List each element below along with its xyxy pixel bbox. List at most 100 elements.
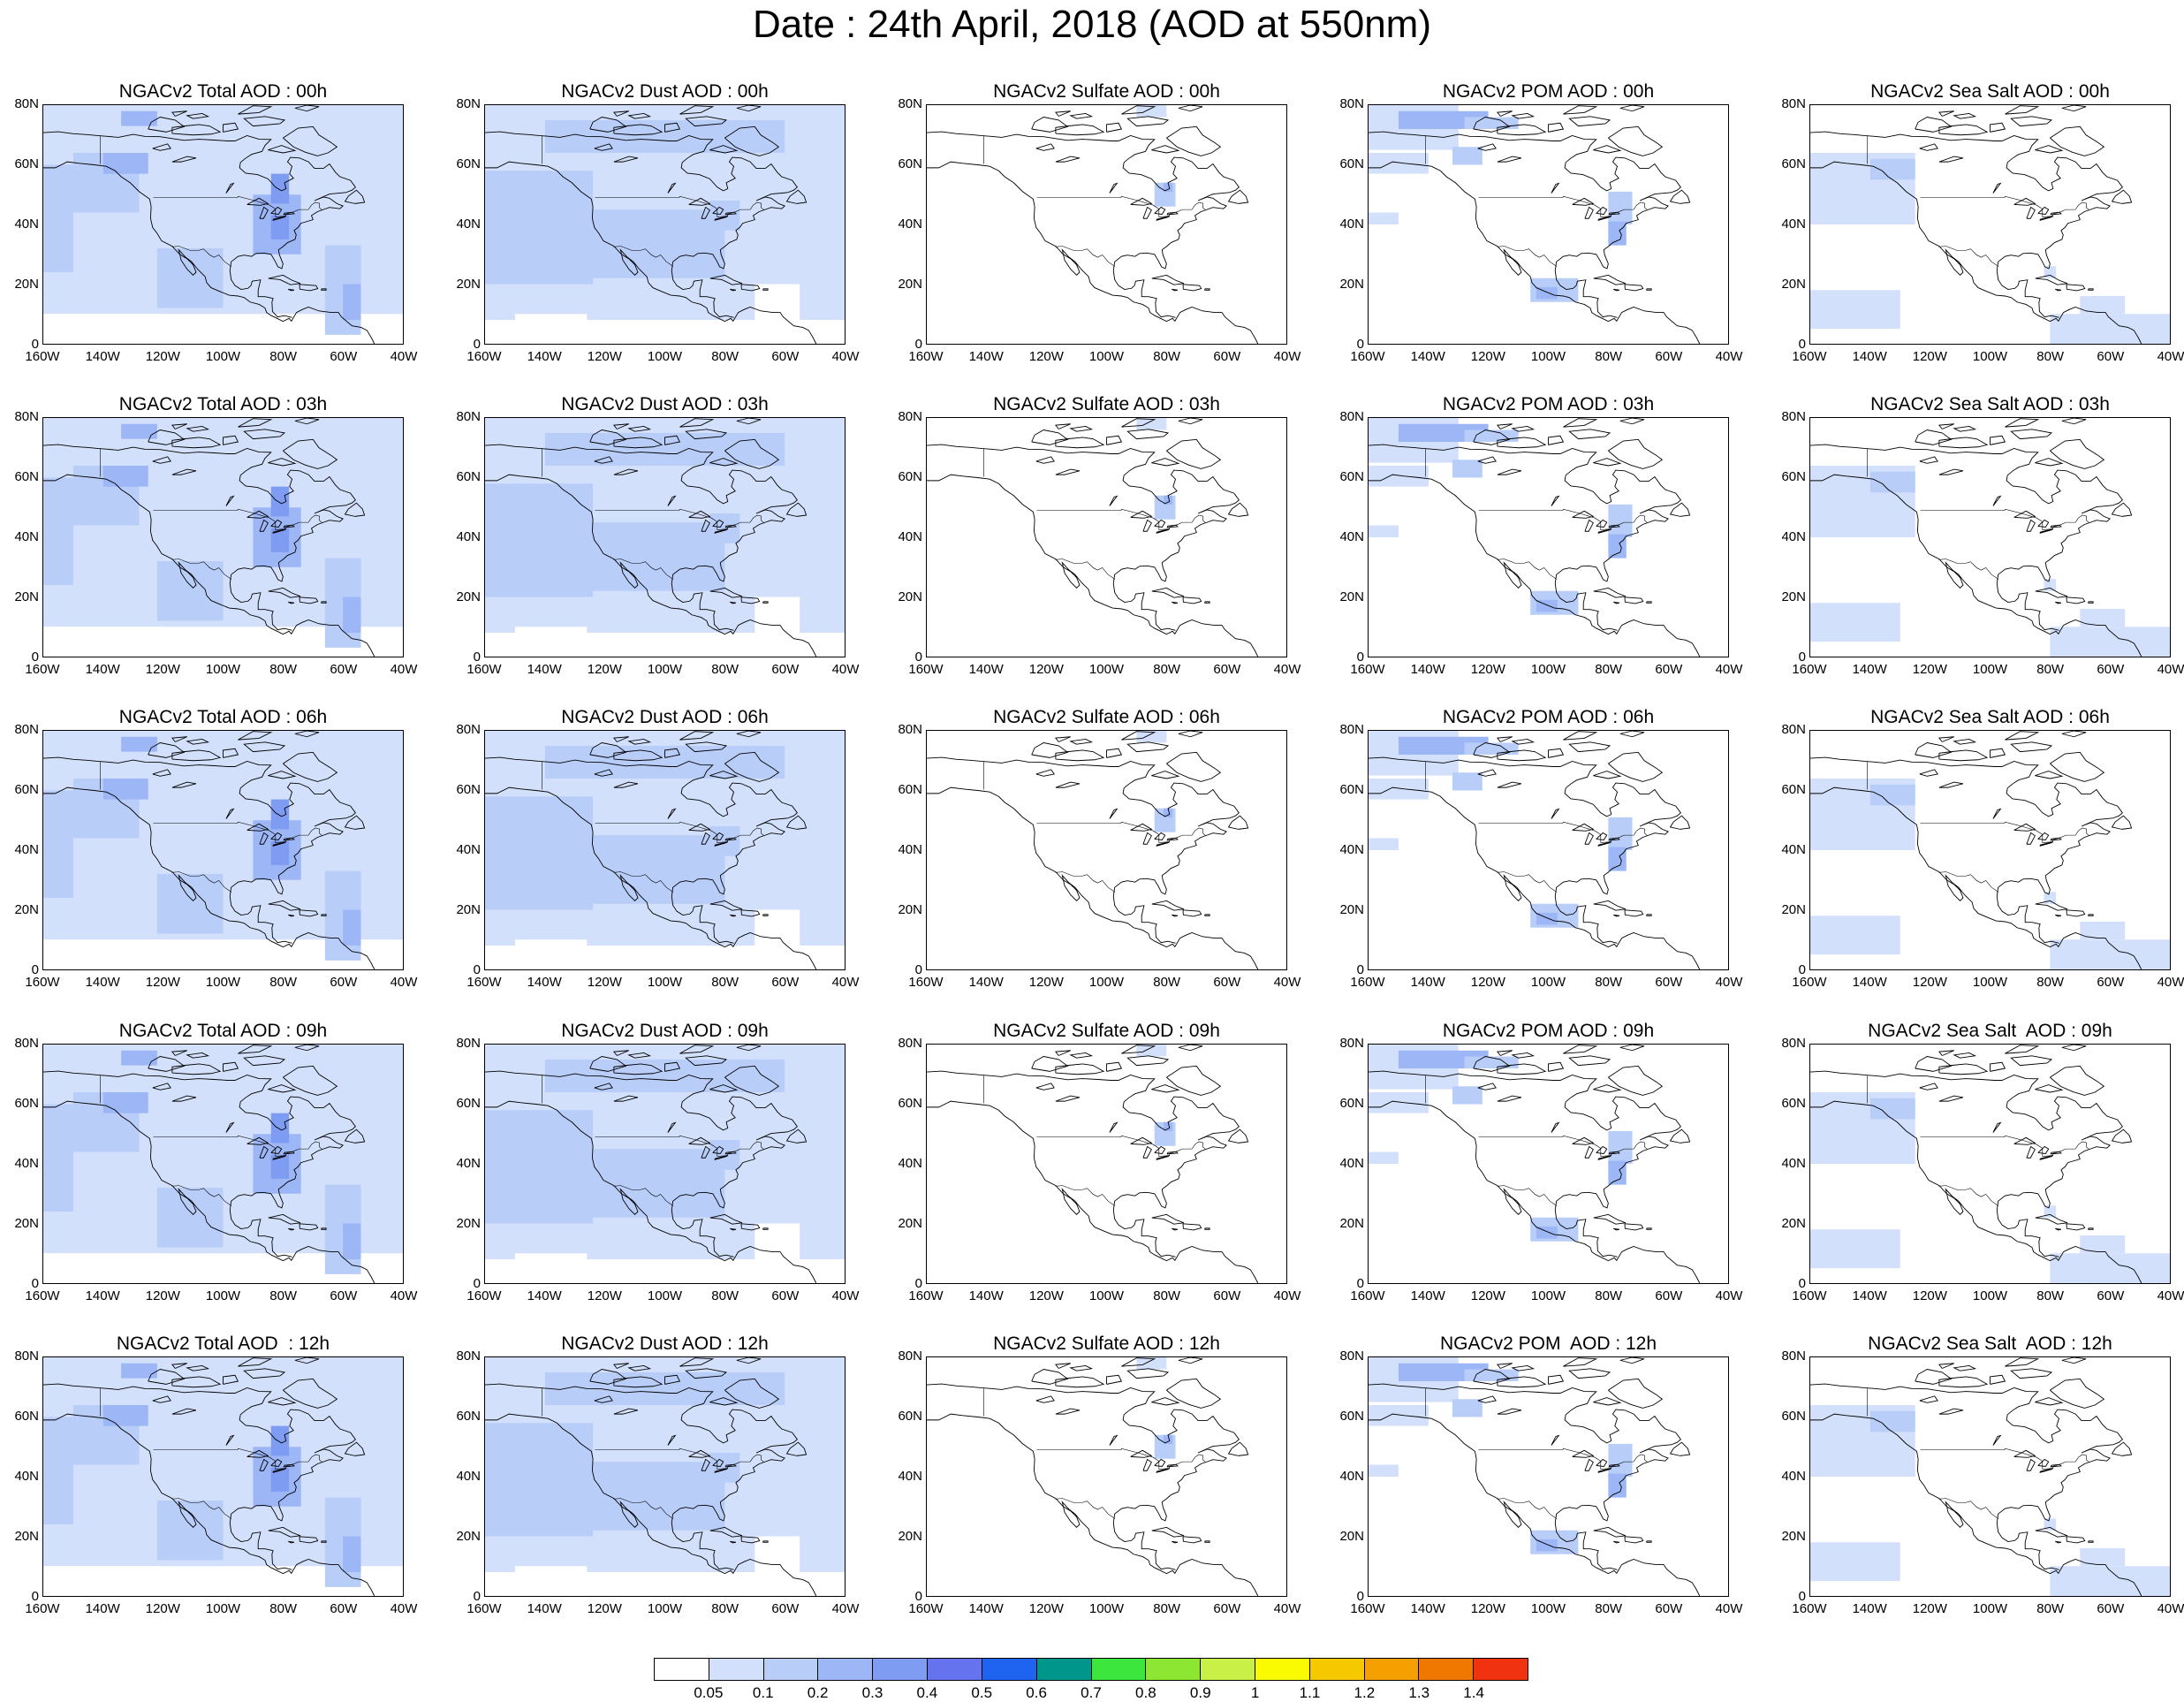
lat-tick-label: 40N: [14, 529, 39, 544]
lat-tick-label: 20N: [14, 1216, 39, 1231]
lon-tick-label: 140W: [968, 662, 1004, 677]
lake-outline: [1551, 1434, 1560, 1446]
island-outline: [2066, 1536, 2086, 1544]
island-outline: [1593, 274, 1627, 285]
lon-tick-label: 120W: [145, 662, 180, 677]
aod-shade-region: [1608, 1443, 1633, 1477]
lake-outline: [1584, 519, 1594, 532]
lat-tick-label: 20N: [1339, 589, 1364, 604]
lon-tick-label: 100W: [1088, 1288, 1125, 1303]
aod-shading: [1136, 105, 1176, 207]
lon-tick-label: 80W: [1153, 1601, 1181, 1616]
island-outline: [268, 771, 297, 779]
lon-tick-label: 80W: [269, 349, 298, 364]
lake-outline: [1109, 1434, 1119, 1446]
island-outline: [321, 914, 327, 916]
island-outline: [299, 596, 319, 604]
island-outline: [709, 900, 743, 911]
country-border: [1478, 508, 1648, 530]
lon-tick-label: 140W: [968, 975, 1004, 990]
lon-tick-label: 160W: [1792, 975, 1827, 990]
aod-shade-region: [2050, 627, 2170, 657]
lat-tick-label: 60N: [898, 782, 922, 797]
aod-shade-region: [2044, 266, 2057, 278]
aod-shade-region: [121, 1363, 157, 1379]
lon-tick-label: 100W: [1088, 1601, 1125, 1616]
lake-outline: [688, 197, 711, 206]
island-outline: [736, 1357, 762, 1364]
lon-tick-label: 100W: [1088, 349, 1125, 364]
island-outline: [679, 105, 715, 115]
panel-title: NGACv2 Total AOD : 00h: [118, 81, 328, 102]
aod-shade-region: [2044, 1205, 2057, 1218]
lake-outline: [152, 1395, 171, 1403]
island-outline: [724, 438, 780, 469]
colorbar-swatch: [928, 1659, 982, 1680]
lat-tick-label: 60N: [898, 1096, 922, 1111]
lon-tick-label: 40W: [1715, 975, 1743, 990]
island-outline: [1151, 1526, 1185, 1538]
island-outline: [268, 1213, 301, 1225]
island-outline: [1069, 112, 1094, 119]
island-outline: [1612, 914, 1619, 917]
aod-shade-region: [1608, 221, 1627, 246]
coastlines: [1810, 418, 2142, 657]
map-svg: [1369, 731, 1701, 969]
coastline: [485, 786, 817, 969]
aod-shading: [1369, 418, 1633, 615]
map-panel-dust-row0: NGACv2 Dust AOD : 00h 80N 60N 40N 20N 0 160W 14…: [442, 81, 883, 395]
aod-shade-region: [1136, 105, 1167, 118]
lon-tick-label: 140W: [85, 662, 120, 677]
island-outline: [1126, 741, 1170, 753]
coastlines: [1369, 731, 1701, 969]
island-outline: [344, 1441, 366, 1456]
lon-tick-label: 120W: [1470, 662, 1505, 677]
panel-title: NGACv2 Sulfate AOD : 12h: [993, 1333, 1220, 1354]
island-outline: [1121, 105, 1156, 115]
aod-shade-region: [1810, 1542, 1900, 1582]
aod-shade-region: [43, 1253, 163, 1283]
country-border: [595, 508, 764, 530]
lon-tick-label: 100W: [1972, 975, 2008, 990]
island-outline: [1619, 1045, 1645, 1052]
lon-tick-label: 100W: [647, 1601, 683, 1616]
island-outline: [785, 1128, 808, 1144]
island-outline: [1166, 125, 1222, 156]
aod-shade-region: [2044, 579, 2057, 591]
map-svg: [1369, 418, 1701, 657]
lake-outline: [1497, 1408, 1522, 1415]
lon-tick-label: 160W: [908, 662, 944, 677]
island-outline: [729, 1540, 736, 1544]
lat-tick-label: 60N: [1781, 782, 1806, 797]
lake-outline: [701, 1458, 710, 1471]
island-outline: [1938, 1050, 1954, 1056]
aod-shade-region: [1163, 808, 1173, 817]
lat-tick-label: 60N: [1781, 1409, 1806, 1424]
lake-outline: [1055, 1408, 1081, 1415]
lat-tick-label: 20N: [14, 589, 39, 604]
lat-tick-label: 20N: [14, 902, 39, 917]
panel-title: NGACv2 Sea Salt AOD : 03h: [1870, 394, 2110, 414]
aod-shade-region: [485, 1110, 594, 1224]
aod-shade-region: [593, 1462, 725, 1531]
lake-outline: [1572, 1136, 1595, 1145]
lon-tick-label: 160W: [25, 975, 60, 990]
country-border: [613, 246, 674, 267]
island-outline: [2088, 914, 2094, 916]
island-outline: [709, 771, 739, 779]
island-outline: [2111, 502, 2133, 517]
aod-shading: [1369, 1357, 1633, 1554]
aod-shade-region: [121, 736, 157, 752]
lon-tick-label: 120W: [1028, 1601, 1064, 1616]
lake-outline: [1596, 1458, 1608, 1467]
coastlines: [1369, 418, 1701, 657]
island-outline: [2061, 105, 2087, 112]
country-border: [153, 1447, 322, 1470]
lat-tick-label: 40N: [456, 1469, 481, 1484]
map-panel-pom-row0: NGACv2 POM AOD : 00h 80N 60N 40N 20N 0 160W 140…: [1325, 81, 1767, 395]
aod-shading: [43, 105, 403, 344]
country-border: [613, 558, 674, 580]
country-border: [613, 1185, 674, 1206]
coastline: [43, 131, 356, 318]
island-outline: [283, 125, 338, 156]
